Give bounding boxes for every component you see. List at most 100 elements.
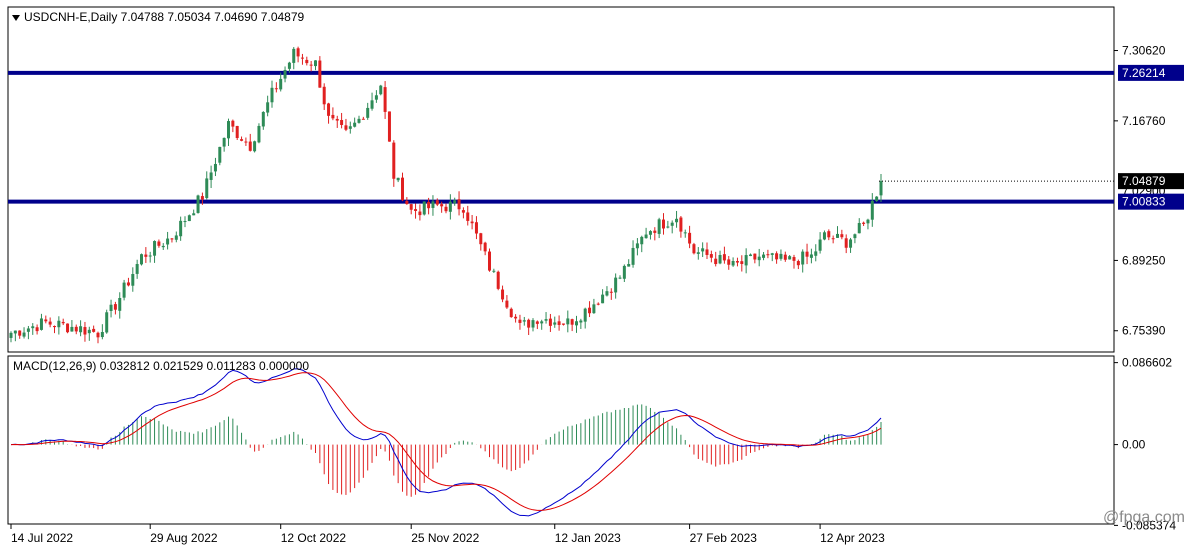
candle-body	[518, 319, 522, 323]
candle-body	[627, 263, 631, 267]
date-tick-label: 29 Aug 2022	[150, 531, 218, 545]
candle	[161, 243, 165, 250]
candle-body	[853, 234, 857, 239]
candle-body	[531, 320, 535, 328]
candle	[370, 92, 374, 111]
candle-body	[505, 300, 509, 308]
candle	[879, 174, 883, 203]
candle	[209, 165, 213, 189]
candle-body	[292, 48, 296, 63]
date-tick-label: 25 Nov 2022	[411, 531, 479, 545]
candle-body	[144, 254, 148, 257]
macd-line	[10, 368, 882, 517]
candle-body	[644, 234, 648, 239]
candle-body	[527, 319, 531, 328]
candle-body	[553, 322, 557, 325]
date-tick-label: 12 Oct 2022	[281, 531, 347, 545]
candle-body	[200, 196, 204, 200]
macd-panel-header: MACD(12,26,9) 0.032812 0.021529 0.011283…	[13, 359, 309, 373]
candle	[836, 226, 839, 238]
candle	[857, 218, 861, 234]
candle-body	[148, 255, 152, 257]
candle	[870, 193, 874, 227]
price-panel[interactable]	[8, 46, 1114, 344]
candle-body	[379, 85, 383, 95]
candle-body	[79, 326, 83, 333]
candle	[466, 205, 470, 226]
candle-body	[688, 232, 692, 244]
candle-body	[401, 177, 404, 201]
candle	[457, 191, 461, 216]
candle	[235, 125, 239, 140]
candle-body	[18, 330, 22, 336]
symbol-header-text: USDCNH-E,Daily 7.04788 7.05034 7.04690 7…	[24, 10, 305, 24]
candle-body	[840, 234, 844, 238]
candle	[692, 242, 696, 255]
candle	[588, 301, 592, 318]
candle-body	[392, 142, 396, 179]
candle-body	[183, 221, 187, 223]
candle-body	[13, 330, 17, 334]
candle-body	[653, 230, 657, 233]
candle-body	[583, 308, 587, 322]
candle	[57, 316, 61, 335]
dropdown-triangle-icon[interactable]	[12, 14, 20, 21]
candle	[479, 232, 483, 251]
candle	[126, 277, 130, 287]
candle-body	[762, 254, 766, 258]
candle	[492, 268, 496, 273]
candle	[601, 289, 605, 304]
candle	[535, 320, 539, 330]
candle	[788, 255, 792, 260]
candle-body	[344, 125, 348, 130]
candle-body	[718, 255, 722, 264]
candle	[414, 203, 418, 219]
candle-body	[648, 231, 652, 235]
candle	[61, 318, 65, 326]
candle-body	[696, 252, 700, 254]
candle	[540, 319, 544, 330]
candle	[174, 231, 178, 243]
candle	[614, 273, 618, 299]
watermark: @fpga.com	[1103, 509, 1185, 527]
candle-body	[61, 321, 65, 324]
candle	[140, 253, 143, 266]
candle	[357, 115, 361, 124]
candle-body	[844, 238, 848, 248]
macd-tick-label: -0.085374	[1122, 518, 1176, 532]
candle	[605, 286, 609, 297]
candle	[279, 72, 283, 92]
candle	[244, 137, 248, 146]
candle-body	[414, 209, 418, 211]
candle-body	[501, 289, 505, 300]
candle	[292, 47, 296, 70]
candle-body	[340, 120, 344, 125]
candle-body	[522, 320, 526, 322]
candle-body	[457, 199, 461, 210]
candle	[227, 118, 230, 147]
candle-body	[192, 213, 196, 216]
candle-body	[866, 219, 870, 224]
candle-body	[548, 318, 552, 326]
candle	[309, 60, 313, 72]
candle	[714, 251, 718, 267]
candle-body	[453, 200, 457, 204]
candle-body	[179, 220, 183, 237]
candle-body	[818, 239, 822, 251]
candle	[701, 242, 705, 258]
candle-body	[605, 291, 609, 296]
candle-body	[53, 326, 56, 328]
candle-body	[657, 219, 661, 234]
candle	[705, 242, 709, 260]
candle-body	[279, 78, 283, 90]
candle	[131, 267, 135, 292]
candle-body	[749, 254, 752, 257]
candle	[222, 137, 226, 152]
candle	[831, 235, 835, 244]
candle	[579, 318, 583, 329]
candle	[135, 259, 139, 279]
candle	[70, 320, 74, 332]
candle	[109, 299, 113, 318]
macd-panel[interactable]	[10, 368, 882, 517]
